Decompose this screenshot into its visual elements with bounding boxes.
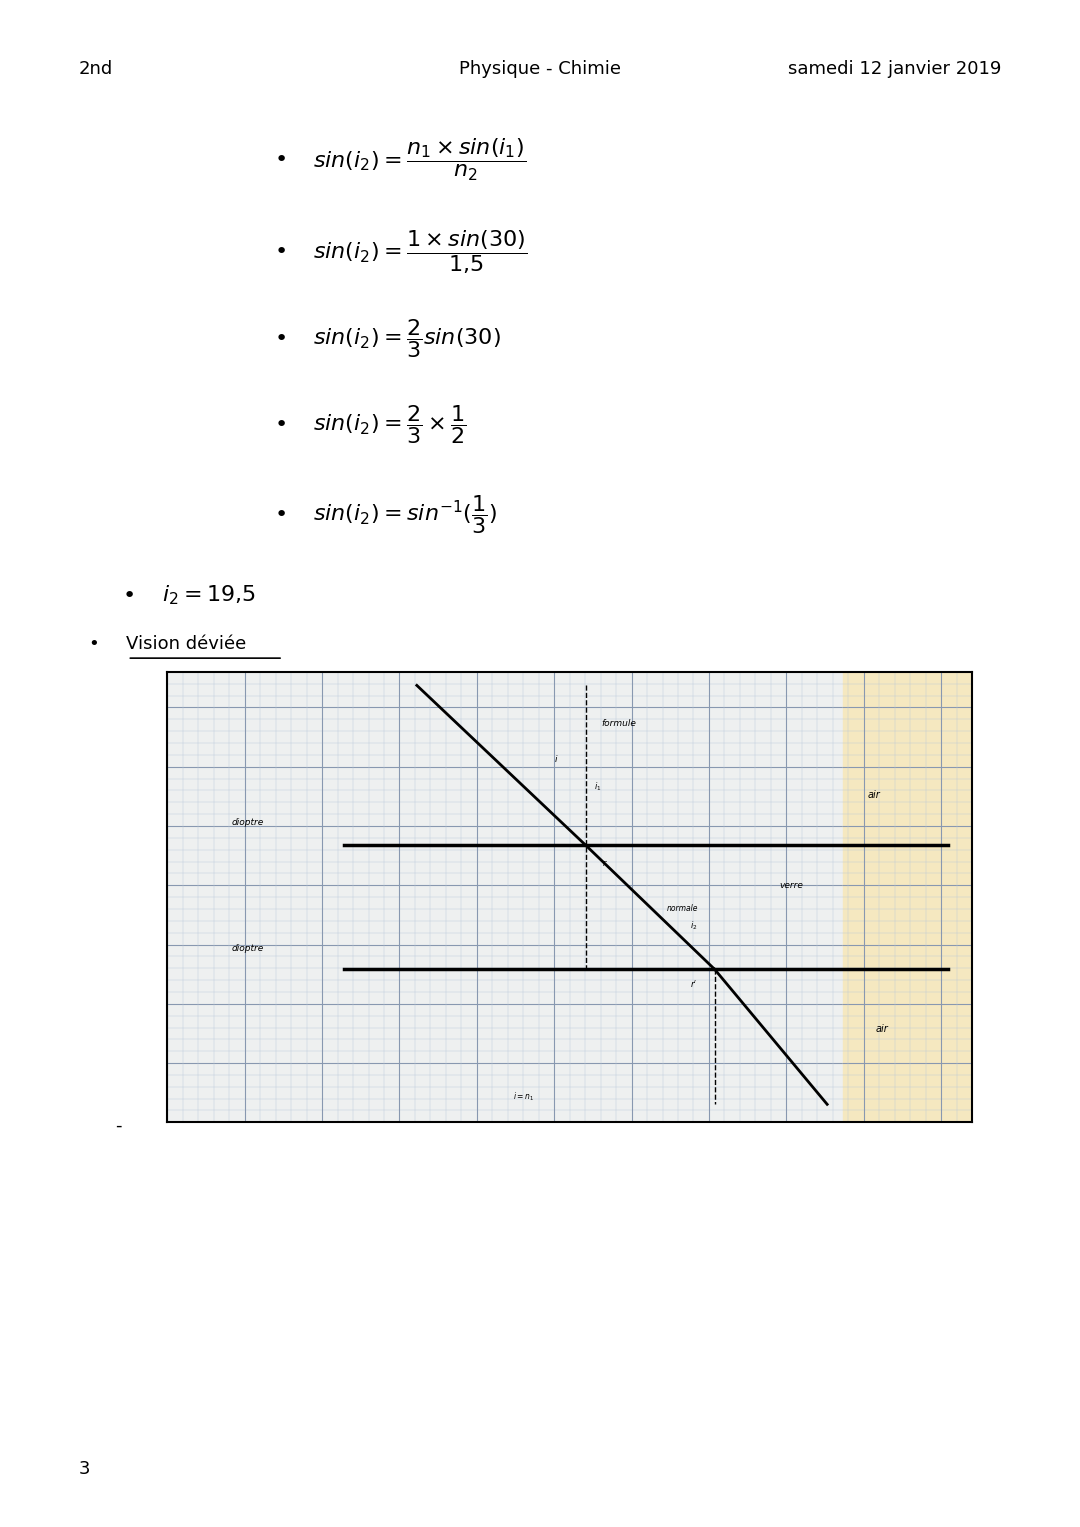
Text: $sin(i_2) = \dfrac{2}{3} \times \dfrac{1}{2}$: $sin(i_2) = \dfrac{2}{3} \times \dfrac{1… [313,403,467,446]
Text: •: • [89,635,99,654]
Text: air: air [876,1025,888,1034]
Text: $sin(i_2) = sin^{-1}(\dfrac{1}{3})$: $sin(i_2) = sin^{-1}(\dfrac{1}{3})$ [313,493,497,536]
Text: dioptre: dioptre [232,818,264,828]
Text: dioptre: dioptre [232,944,264,953]
Bar [843,672,972,1122]
Text: 3: 3 [79,1460,91,1478]
Text: •: • [274,504,287,525]
Text: $i_1$: $i_1$ [594,780,602,793]
Text: •: • [274,414,287,435]
Text: •: • [274,328,287,350]
Text: Physique - Chimie: Physique - Chimie [459,60,621,78]
Text: •: • [123,585,136,606]
Text: formule: formule [602,719,637,728]
Text: $i = n_1$: $i = n_1$ [513,1090,535,1104]
Text: Vision déviée: Vision déviée [126,635,246,654]
Text: -: - [116,1116,122,1135]
Text: $sin(i_2) = \dfrac{n_1 \times sin(i_1)}{n_2}$: $sin(i_2) = \dfrac{n_1 \times sin(i_1)}{… [313,137,526,183]
Text: verre: verre [779,881,802,890]
Text: •: • [274,150,287,171]
Text: 2nd: 2nd [79,60,113,78]
Text: $sin(i_2) = \dfrac{2}{3} sin(30)$: $sin(i_2) = \dfrac{2}{3} sin(30)$ [313,318,501,360]
Text: normale: normale [666,904,698,913]
Text: $r'$: $r'$ [690,979,698,989]
Text: air: air [867,789,880,800]
Text: $i_2 = 19{,}5$: $i_2 = 19{,}5$ [162,583,256,608]
Text: $i_2$: $i_2$ [690,919,698,931]
Text: samedi 12 janvier 2019: samedi 12 janvier 2019 [787,60,1001,78]
Text: $i$: $i$ [554,753,558,764]
Text: $r$: $r$ [602,858,608,867]
Text: •: • [274,241,287,263]
Text: $sin(i_2) = \dfrac{1 \times sin(30)}{1{,}5}$: $sin(i_2) = \dfrac{1 \times sin(30)}{1{,… [313,228,527,276]
